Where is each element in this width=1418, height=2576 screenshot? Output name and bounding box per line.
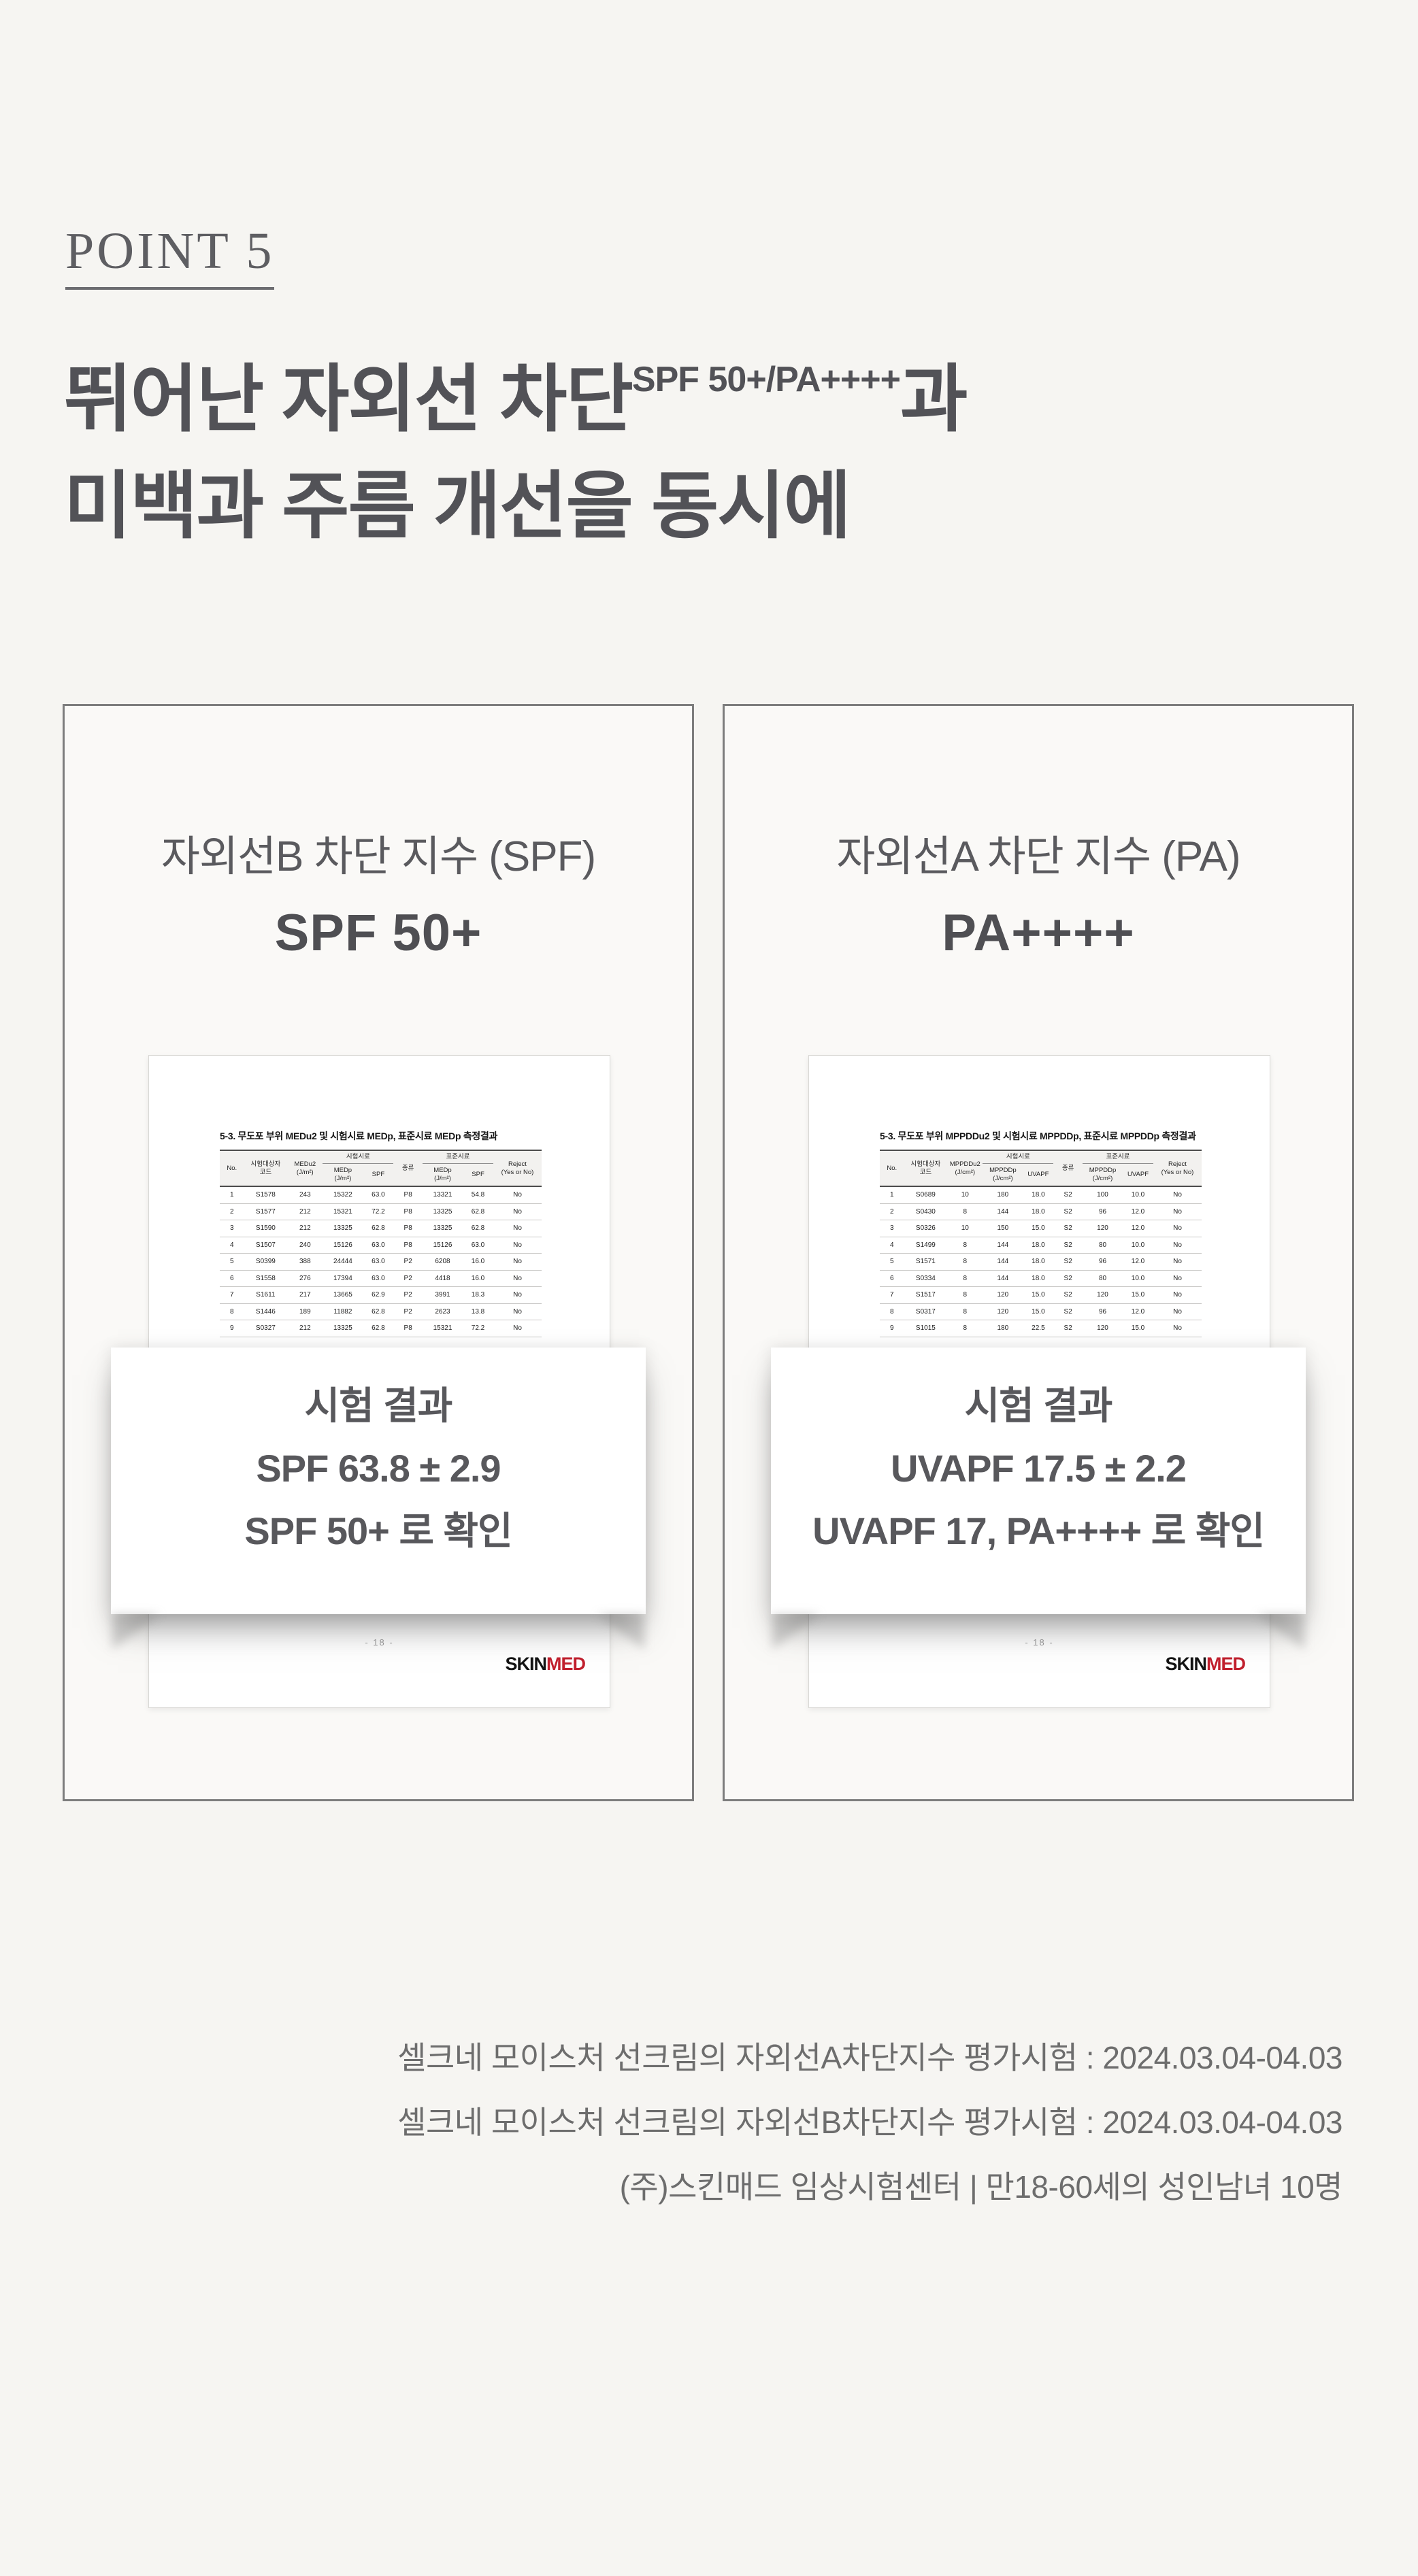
col-subject-code: 시험대상자 코드 — [904, 1150, 948, 1187]
col-no: No. — [880, 1150, 904, 1187]
col-group-test: 시험시료 — [983, 1150, 1054, 1164]
title-text-suffix: 과 — [900, 358, 968, 440]
table-row: 7 S1517 8 120 15.0 S2 120 15.0 No — [880, 1286, 1202, 1304]
section-title-line2: 미백과 주름 개선을 동시에 — [64, 465, 851, 547]
table-row: 2 S0430 8 144 18.0 S2 96 12.0 No — [880, 1203, 1202, 1220]
skinmed-logo-skin: SKIN — [1165, 1654, 1207, 1674]
col-standard-index: UVAPF — [1123, 1163, 1153, 1187]
col-reject: Reject (Yes or No) — [1153, 1150, 1202, 1187]
table-row: 3 S0326 10 150 15.0 S2 120 12.0 No — [880, 1220, 1202, 1237]
col-reject: Reject (Yes or No) — [493, 1150, 542, 1187]
test-info-footer: 셀크네 모이스처 선크림의 자외선A차단지수 평가시험 : 2024.03.04… — [397, 2026, 1342, 2220]
table-row: 8 S0317 8 120 15.0 S2 96 12.0 No — [880, 1303, 1202, 1320]
col-test-dose: MPPDDp (J/cm²) — [983, 1163, 1023, 1187]
section-title-line1: 뛰어난 자외선 차단SPF 50+/PA++++과 — [64, 335, 968, 452]
spf-report-rows: 1 S1578 243 15322 63.0 P8 13321 54.8 No 2 S1577 212… — [220, 1186, 542, 1337]
spf-result-card: 시험 결과 SPF 63.8 ± 2.9 SPF 50+ 로 확인 — [111, 1348, 646, 1614]
col-group-standard: 표준시료 — [422, 1150, 493, 1164]
pa-result-card: 시험 결과 UVAPF 17.5 ± 2.2 UVAPF 17, PA++++ … — [771, 1348, 1306, 1614]
col-group-standard: 표준시료 — [1082, 1150, 1153, 1164]
pa-result-heading: 시험 결과 — [964, 1384, 1113, 1427]
col-standard-dose: MPPDDp (J/cm²) — [1082, 1163, 1123, 1187]
col-test-index: UVAPF — [1023, 1163, 1054, 1187]
col-standard-index: SPF — [463, 1163, 493, 1187]
col-unprotected: MEDu2 (J/m²) — [287, 1150, 323, 1187]
test-info-line-center: (주)스킨매드 임상시험센터 | 만18-60세의 성인남녀 10명 — [619, 2169, 1343, 2205]
table-row: 5 S0399 388 24444 63.0 P2 6208 16.0 No — [220, 1253, 542, 1271]
skinmed-logo-med: MED — [1206, 1654, 1246, 1674]
table-row: 6 S0334 8 144 18.0 S2 80 10.0 No — [880, 1270, 1202, 1287]
pa-panel: 자외선A 차단 지수 (PA) PA++++ 5-3. 무도포 부위 MPPDD… — [723, 704, 1354, 1801]
table-row: 6 S1558 276 17394 63.0 P2 4418 16.0 No — [220, 1270, 542, 1287]
skinmed-logo: SKINMED — [505, 1654, 586, 1675]
spf-result-confirm: SPF 50+ 로 확인 — [244, 1509, 512, 1552]
title-text-prefix: 뛰어난 자외선 차단 — [64, 358, 633, 440]
col-subject-code: 시험대상자 코드 — [244, 1150, 288, 1187]
table-row: 5 S1571 8 144 18.0 S2 96 12.0 No — [880, 1253, 1202, 1271]
pa-result-confirm: UVAPF 17, PA++++ 로 확인 — [812, 1509, 1265, 1552]
test-info-line-uva: 셀크네 모이스처 선크림의 자외선A차단지수 평가시험 : 2024.03.04… — [397, 2040, 1342, 2075]
section-eyebrow: POINT 5 — [65, 224, 275, 290]
spf-report-table-title: 5-3. 무도포 부위 MEDu2 및 시험시료 MEDp, 표준시료 MEDp… — [220, 1131, 498, 1141]
test-info-line-uvb: 셀크네 모이스처 선크림의 자외선B차단지수 평가시험 : 2024.03.04… — [397, 2105, 1342, 2140]
table-row: 2 S1577 212 15321 72.2 P8 13325 62.8 No — [220, 1203, 542, 1220]
col-standard-dose: MEDp (J/m²) — [422, 1163, 463, 1187]
pa-panel-headline: PA++++ — [942, 904, 1135, 962]
table-row: 8 S1446 189 11882 62.8 P2 2623 13.8 No — [220, 1303, 542, 1320]
skinmed-logo: SKINMED — [1165, 1654, 1246, 1675]
spf-panel: 자외선B 차단 지수 (SPF) SPF 50+ 5-3. 무도포 부위 MED… — [63, 704, 694, 1801]
col-group-test: 시험시료 — [323, 1150, 394, 1164]
pa-report-page-number: - 18 - — [1025, 1637, 1054, 1647]
pa-panel-subtitle: 자외선A 차단 지수 (PA) — [836, 833, 1240, 880]
col-type: 종류 — [1053, 1150, 1083, 1187]
table-row: 1 S0689 10 180 18.0 S2 100 10.0 No — [880, 1186, 1202, 1204]
spf-report-page-number: - 18 - — [365, 1637, 394, 1647]
table-row: 4 S1507 240 15126 63.0 P8 15126 63.0 No — [220, 1237, 542, 1254]
col-no: No. — [220, 1150, 244, 1187]
section-title: 뛰어난 자외선 차단SPF 50+/PA++++과 미백과 주름 개선을 동시에 — [64, 335, 968, 559]
table-row: 9 S0327 212 13325 62.8 P8 15321 72.2 No — [220, 1320, 542, 1337]
pa-report-table: No. 시험대상자 코드 MPPDDu2 (J/cm²) 시험시료 종류 표준시… — [880, 1150, 1202, 1337]
col-test-index: SPF — [363, 1163, 394, 1187]
col-type: 종류 — [393, 1150, 423, 1187]
table-row: 7 S1611 217 13665 62.9 P2 3991 18.3 No — [220, 1286, 542, 1304]
spf-panel-headline: SPF 50+ — [274, 904, 482, 962]
title-superscript: SPF 50+/PA++++ — [631, 360, 901, 399]
pa-result-value: UVAPF 17.5 ± 2.2 — [891, 1447, 1187, 1490]
table-row: 4 S1499 8 144 18.0 S2 80 10.0 No — [880, 1237, 1202, 1254]
skinmed-logo-med: MED — [546, 1654, 586, 1674]
table-row: 1 S1578 243 15322 63.0 P8 13321 54.8 No — [220, 1186, 542, 1204]
spf-report-table: No. 시험대상자 코드 MEDu2 (J/m²) 시험시료 종류 표준시료 R… — [220, 1150, 542, 1337]
spf-result-value: SPF 63.8 ± 2.9 — [256, 1447, 501, 1490]
spf-result-heading: 시험 결과 — [304, 1384, 453, 1427]
spf-panel-subtitle: 자외선B 차단 지수 (SPF) — [161, 833, 596, 880]
col-test-dose: MEDp (J/m²) — [323, 1163, 363, 1187]
skinmed-logo-skin: SKIN — [505, 1654, 547, 1674]
table-row: 3 S1590 212 13325 62.8 P8 13325 62.8 No — [220, 1220, 542, 1237]
pa-report-table-title: 5-3. 무도포 부위 MPPDDu2 및 시험시료 MPPDDp, 표준시료 … — [880, 1131, 1196, 1141]
pa-report-rows: 1 S0689 10 180 18.0 S2 100 10.0 No 2 S0430 8 144 18.0… — [880, 1186, 1202, 1337]
col-unprotected: MPPDDu2 (J/cm²) — [947, 1150, 983, 1187]
table-row: 9 S1015 8 180 22.5 S2 120 15.0 No — [880, 1320, 1202, 1337]
